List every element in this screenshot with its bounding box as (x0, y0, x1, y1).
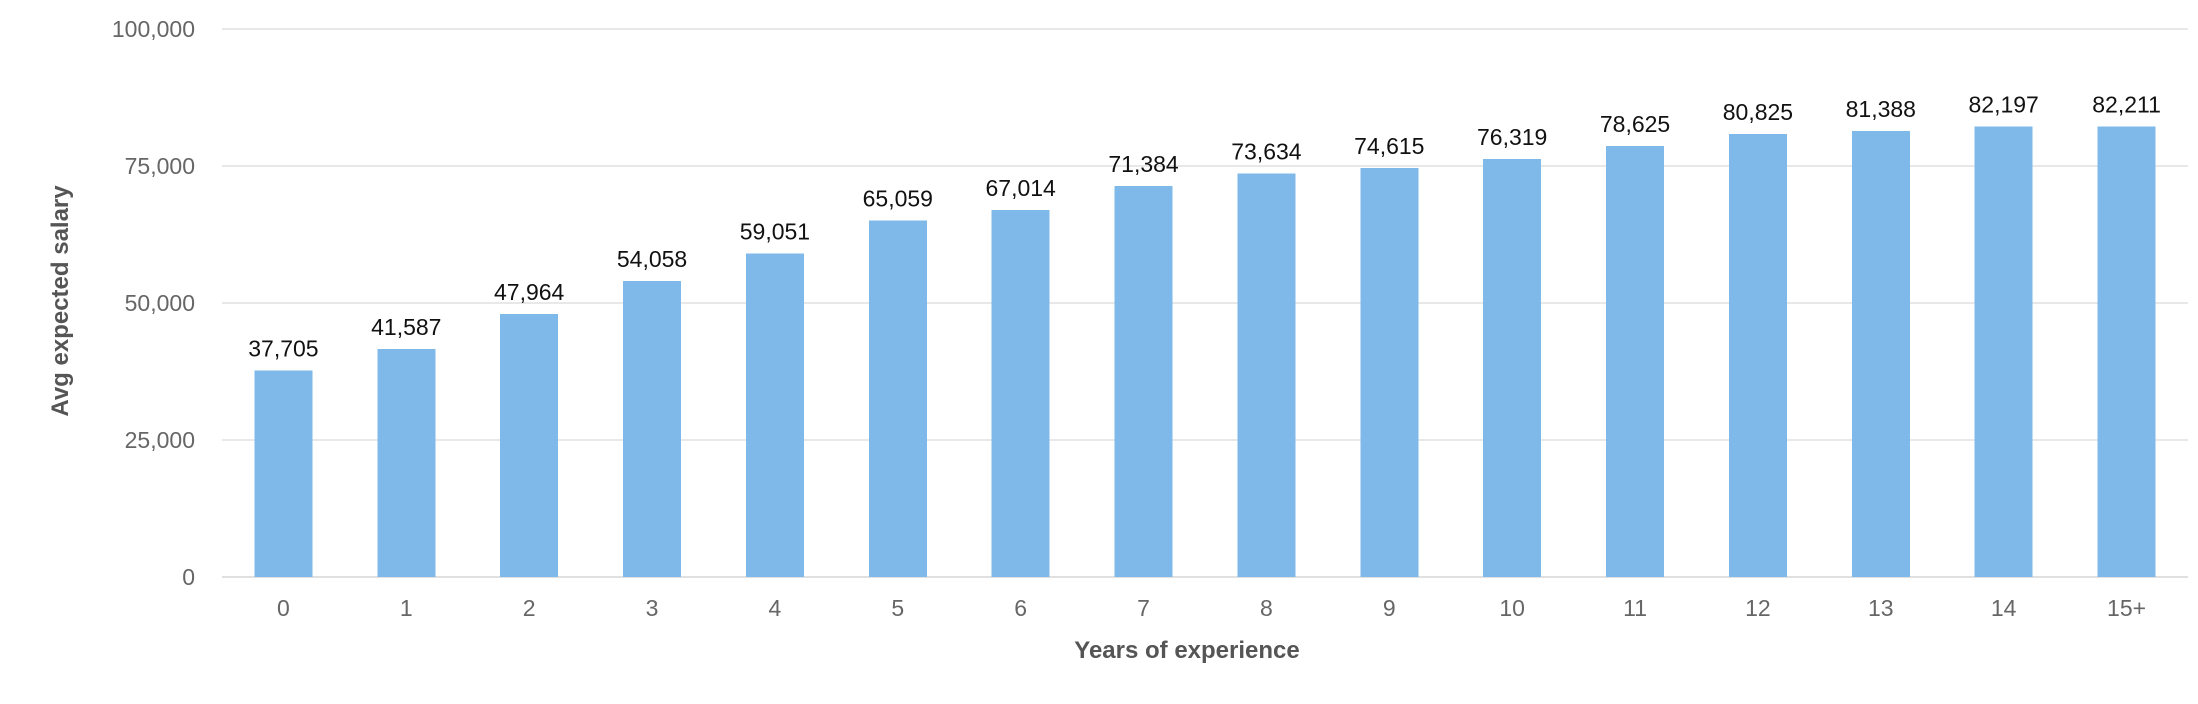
bar (1606, 146, 1665, 577)
y-tick-label: 25,000 (125, 427, 195, 453)
x-tick-label: 2 (523, 595, 536, 621)
x-tick-label: 4 (769, 595, 782, 621)
data-label: 81,388 (1846, 96, 1916, 122)
data-label: 67,014 (986, 175, 1057, 201)
bar (745, 253, 804, 577)
bar (1974, 126, 2033, 578)
data-label: 71,384 (1108, 151, 1179, 177)
y-tick-label: 0 (182, 564, 195, 590)
bar (1483, 158, 1542, 577)
x-tick-label: 15+ (2107, 595, 2146, 621)
data-label: 73,634 (1231, 138, 1302, 164)
bar (1237, 173, 1296, 577)
bar (1114, 185, 1173, 577)
x-tick-label: 10 (1499, 595, 1525, 621)
bar (254, 370, 313, 577)
x-tick-label: 5 (891, 595, 904, 621)
y-axis-ticks: 0 25,000 50,000 75,000 100,000 (112, 16, 195, 590)
x-tick-label: 6 (1014, 595, 1027, 621)
data-label: 78,625 (1600, 111, 1670, 137)
data-label: 37,705 (248, 335, 318, 361)
y-axis-title: Avg expected salary (47, 185, 74, 417)
x-tick-label: 1 (400, 595, 413, 621)
data-label: 41,587 (371, 314, 441, 340)
x-axis-ticks: 0 1 2 3 4 5 6 7 8 9 10 11 12 13 14 15+ (277, 595, 2146, 621)
bars (254, 126, 2156, 578)
x-tick-label: 11 (1623, 595, 1647, 621)
bar (377, 349, 436, 577)
data-label: 82,211 (2092, 91, 2161, 117)
data-label: 54,058 (617, 246, 687, 272)
x-tick-label: 0 (277, 595, 290, 621)
bar (1728, 134, 1787, 578)
x-tick-label: 9 (1383, 595, 1396, 621)
x-tick-label: 3 (646, 595, 659, 621)
bar (1851, 130, 1910, 577)
data-label: 47,964 (494, 279, 565, 305)
bar (868, 220, 927, 577)
x-tick-label: 8 (1260, 595, 1273, 621)
data-label: 80,825 (1723, 99, 1793, 125)
x-tick-label: 13 (1868, 595, 1894, 621)
x-tick-label: 7 (1137, 595, 1150, 621)
data-label: 65,059 (863, 185, 933, 211)
bar (2097, 126, 2156, 578)
y-tick-label: 50,000 (125, 290, 195, 316)
data-label: 82,197 (1969, 92, 2039, 118)
y-tick-label: 100,000 (112, 16, 195, 42)
x-tick-label: 12 (1745, 595, 1771, 621)
x-axis-title: Years of experience (1074, 637, 1299, 664)
bar (500, 314, 559, 577)
data-labels: 37,705 41,587 47,964 54,058 59,051 65,059 67,0… (248, 91, 2161, 361)
bar (623, 280, 682, 577)
data-label: 76,319 (1477, 124, 1547, 150)
x-tick-label: 14 (1991, 595, 2017, 621)
data-label: 74,615 (1354, 133, 1424, 159)
data-label: 59,051 (740, 218, 810, 244)
bar (1360, 168, 1419, 577)
y-tick-label: 75,000 (125, 153, 195, 179)
bar (991, 209, 1050, 577)
